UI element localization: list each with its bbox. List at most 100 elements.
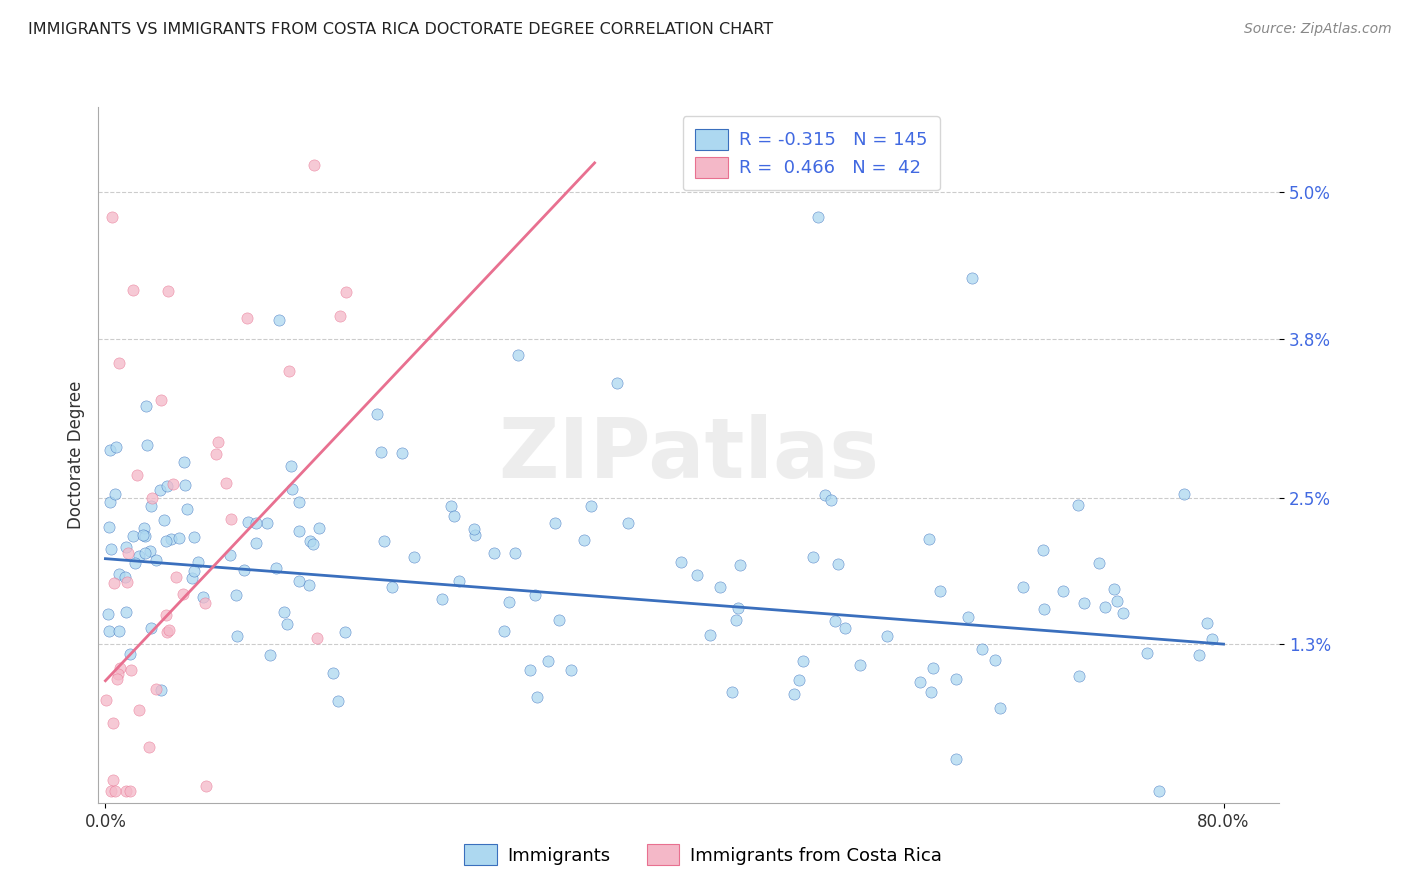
Point [834, 621, 856, 635]
Point [273, 605, 295, 619]
Point [104, 783, 127, 797]
Point [226, 628, 249, 642]
Point [298, 533, 321, 548]
Point [104, 440, 127, 454]
Point [523, 588, 546, 602]
Point [98, 520, 121, 534]
Point [440, 499, 463, 513]
Point [139, 499, 162, 513]
Y-axis label: Doctorate Degree: Doctorate Degree [66, 381, 84, 529]
Point [138, 740, 160, 755]
Point [464, 527, 486, 541]
Point [685, 568, 707, 582]
Point [186, 555, 208, 569]
Point [157, 284, 180, 298]
Point [114, 605, 136, 619]
Point [929, 583, 952, 598]
Point [128, 703, 150, 717]
Point [1197, 615, 1219, 630]
Point [391, 446, 413, 460]
Point [122, 529, 145, 543]
Point [328, 694, 350, 708]
Point [115, 541, 138, 555]
Point [526, 690, 548, 705]
Point [162, 477, 184, 491]
Point [152, 513, 174, 527]
Point [107, 566, 129, 581]
Point [1052, 584, 1074, 599]
Point [1104, 582, 1126, 597]
Point [194, 779, 217, 793]
Point [918, 532, 941, 546]
Point [848, 657, 870, 672]
Point [215, 476, 238, 491]
Point [1094, 600, 1116, 615]
Point [183, 530, 205, 544]
Point [194, 596, 217, 610]
Point [957, 610, 980, 624]
Point [1105, 593, 1128, 607]
Point [169, 531, 191, 545]
Point [105, 672, 128, 686]
Point [135, 399, 157, 413]
Point [970, 641, 993, 656]
Point [141, 491, 163, 505]
Point [156, 479, 179, 493]
Point [100, 783, 122, 797]
Point [108, 624, 131, 638]
Point [1147, 783, 1170, 797]
Point [104, 487, 127, 501]
Point [107, 667, 129, 681]
Point [149, 683, 172, 698]
Point [120, 663, 142, 677]
Point [492, 624, 515, 638]
Point [259, 648, 281, 662]
Point [96, 692, 118, 706]
Point [827, 557, 849, 571]
Point [136, 438, 159, 452]
Point [920, 685, 942, 699]
Point [908, 675, 931, 690]
Point [449, 574, 471, 589]
Point [699, 628, 721, 642]
Point [807, 210, 830, 224]
Point [606, 376, 628, 390]
Point [814, 488, 837, 502]
Point [219, 512, 242, 526]
Point [322, 665, 344, 680]
Point [160, 532, 183, 546]
Point [1201, 632, 1223, 647]
Point [307, 631, 329, 645]
Point [728, 558, 751, 572]
Point [988, 700, 1011, 714]
Point [166, 570, 188, 584]
Point [298, 577, 321, 591]
Point [366, 407, 388, 421]
Point [1032, 543, 1054, 558]
Point [783, 687, 806, 701]
Point [245, 536, 267, 550]
Point [120, 783, 142, 797]
Point [156, 624, 179, 639]
Point [288, 495, 311, 509]
Text: IMMIGRANTS VS IMMIGRANTS FROM COSTA RICA DOCTORATE DEGREE CORRELATION CHART: IMMIGRANTS VS IMMIGRANTS FROM COSTA RICA… [28, 22, 773, 37]
Point [269, 313, 291, 327]
Point [155, 608, 177, 623]
Point [329, 309, 352, 323]
Point [463, 522, 485, 536]
Point [443, 509, 465, 524]
Point [176, 501, 198, 516]
Point [145, 681, 167, 696]
Point [727, 601, 749, 615]
Point [617, 516, 640, 531]
Point [519, 664, 541, 678]
Point [381, 580, 404, 594]
Point [1067, 669, 1090, 683]
Point [233, 563, 256, 577]
Point [218, 548, 240, 562]
Point [960, 271, 983, 285]
Point [134, 529, 156, 543]
Point [508, 348, 530, 362]
Point [122, 283, 145, 297]
Point [98, 624, 121, 638]
